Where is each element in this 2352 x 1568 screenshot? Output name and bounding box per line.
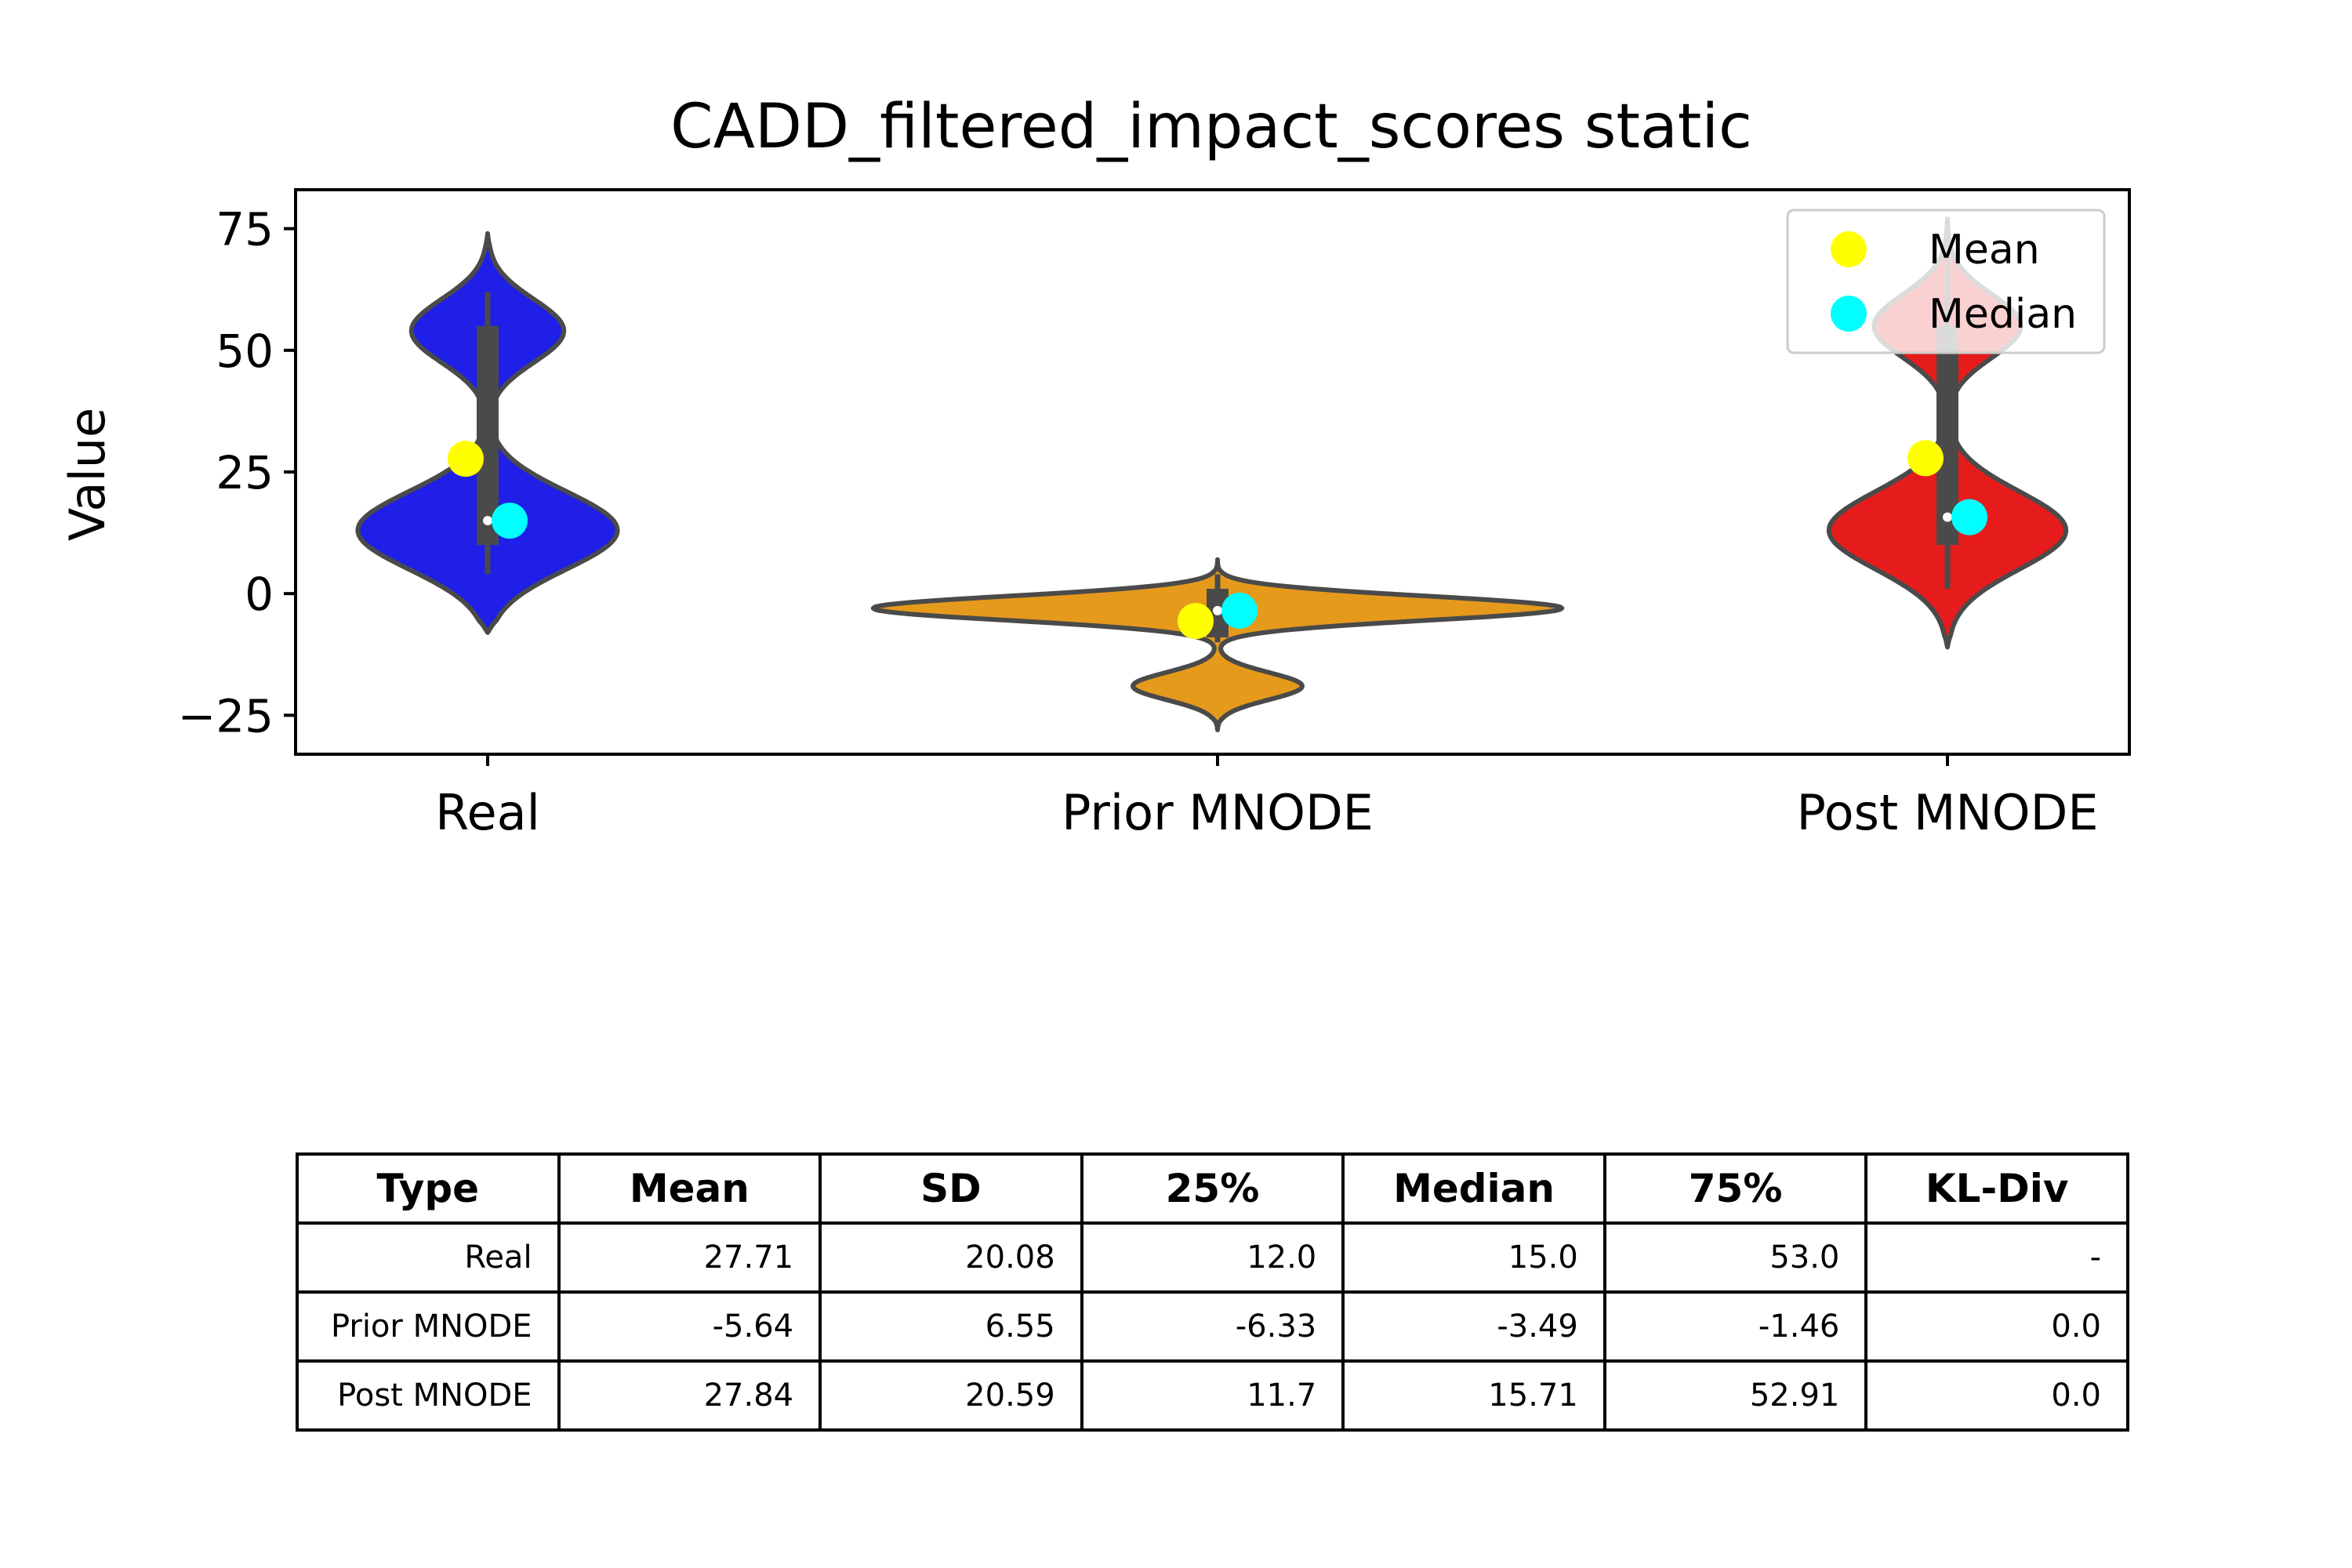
y-tick-label: 0 (245, 568, 274, 621)
table-row: Real 27.71 20.08 12.0 15.0 53.0 - (296, 1221, 2129, 1294)
cell-75: -1.46 (1602, 1290, 1868, 1363)
violin-median-dot (1943, 512, 1952, 522)
cell-mean: -5.64 (557, 1290, 822, 1363)
violin-iqr-box (477, 325, 499, 546)
header-25: 25% (1080, 1152, 1345, 1225)
cell-type: Post MNODE (296, 1359, 561, 1432)
cell-kl-div: 0.0 (1864, 1359, 2129, 1432)
y-tick-label: 25 (216, 446, 274, 499)
cell-median: 15.0 (1341, 1221, 1606, 1294)
header-75: 75% (1602, 1152, 1868, 1225)
legend-marker (1831, 231, 1867, 267)
cell-median: -3.49 (1341, 1290, 1606, 1363)
legend-label: Mean (1929, 227, 2040, 274)
cell-25: 12.0 (1080, 1221, 1345, 1294)
legend-marker (1831, 296, 1867, 332)
header-median: Median (1341, 1152, 1606, 1225)
cell-sd: 20.59 (818, 1359, 1083, 1432)
header-mean: Mean (557, 1152, 822, 1225)
table-row: Post MNODE 27.84 20.59 11.7 15.71 52.91 … (296, 1359, 2129, 1432)
cell-75: 53.0 (1602, 1221, 1868, 1294)
x-axis: Real Prior MNODE Post MNODE (435, 754, 2099, 841)
violin-median-dot (1213, 605, 1222, 615)
x-tick-label: Post MNODE (1796, 784, 2098, 841)
table-row: Prior MNODE -5.64 6.55 -6.33 -3.49 -1.46… (296, 1290, 2129, 1363)
chart-title: CADD_filtered_impact_scores static (670, 92, 1752, 162)
stats-table: Type Mean SD 25% Median 75% KL-Div Real … (296, 1152, 2129, 1432)
y-axis: 75 50 25 0 −25 (178, 203, 296, 742)
cell-75: 52.91 (1602, 1359, 1868, 1432)
cell-kl-div: - (1864, 1221, 2129, 1294)
x-tick-label: Real (435, 784, 540, 841)
median-marker (1221, 592, 1258, 629)
legend-label: Median (1929, 291, 2077, 338)
header-type: Type (296, 1152, 561, 1225)
median-marker (1951, 499, 1987, 535)
y-axis-label: Value (59, 408, 116, 541)
x-tick-label: Prior MNODE (1062, 784, 1374, 841)
cell-mean: 27.84 (557, 1359, 822, 1432)
cell-25: 11.7 (1080, 1359, 1345, 1432)
cell-25: -6.33 (1080, 1290, 1345, 1363)
y-tick-label: 50 (216, 325, 274, 378)
cell-sd: 6.55 (818, 1290, 1083, 1363)
header-sd: SD (818, 1152, 1083, 1225)
median-marker (492, 503, 528, 539)
cell-type: Real (296, 1221, 561, 1294)
legend: Mean Median (1786, 209, 2106, 354)
mean-marker (1178, 603, 1214, 640)
cell-mean: 27.71 (557, 1221, 822, 1294)
cell-type: Prior MNODE (296, 1290, 561, 1363)
cell-kl-div: 0.0 (1864, 1290, 2129, 1363)
cell-sd: 20.08 (818, 1221, 1083, 1294)
violin-median-dot (483, 516, 492, 526)
mean-marker (448, 441, 484, 477)
y-tick-label: −25 (178, 689, 274, 742)
y-tick-label: 75 (216, 203, 274, 256)
markers-layer (448, 440, 1987, 640)
header-kl-div: KL-Div (1864, 1152, 2129, 1225)
table-header-row: Type Mean SD 25% Median 75% KL-Div (296, 1152, 2129, 1225)
legend-box (1786, 209, 2106, 354)
cell-median: 15.71 (1341, 1359, 1606, 1432)
violin-body (870, 557, 1565, 732)
mean-marker (1907, 440, 1944, 477)
